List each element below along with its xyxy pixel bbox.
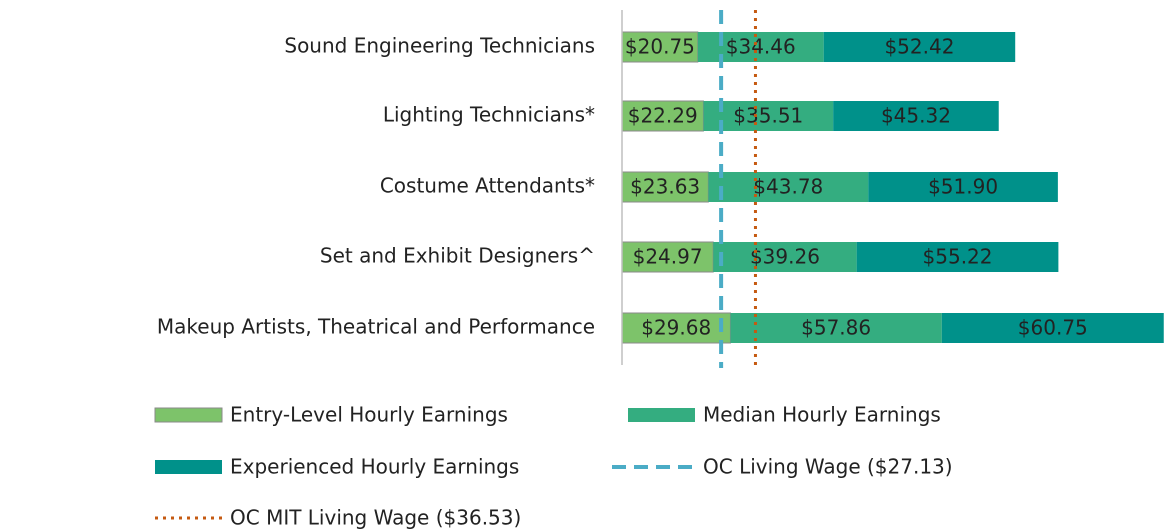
bar-segment xyxy=(621,171,709,203)
category-label: Lighting Technicians* xyxy=(383,103,595,127)
legend-label: Experienced Hourly Earnings xyxy=(230,455,519,479)
category-label: Costume Attendants* xyxy=(380,174,595,198)
value-label: $55.22 xyxy=(923,245,993,269)
value-label: $60.75 xyxy=(1018,316,1088,340)
bar-segment xyxy=(856,242,1059,272)
legend-swatch xyxy=(628,408,695,422)
bar-segment xyxy=(697,32,824,62)
bar-segment xyxy=(833,101,999,131)
value-label: $39.26 xyxy=(750,245,820,269)
value-label: $57.86 xyxy=(801,316,871,340)
value-label: $35.51 xyxy=(733,104,803,128)
legend-label: Entry-Level Hourly Earnings xyxy=(230,403,508,427)
value-label: $23.63 xyxy=(630,175,700,199)
bar-segment xyxy=(868,172,1058,202)
value-label: $45.32 xyxy=(881,104,951,128)
bar-segment xyxy=(703,101,834,131)
value-label: $43.78 xyxy=(753,175,823,199)
value-label: $34.46 xyxy=(726,35,796,59)
bar-segment xyxy=(708,172,869,202)
value-label: $22.29 xyxy=(628,104,698,128)
category-label: Makeup Artists, Theatrical and Performan… xyxy=(157,315,595,339)
bar-segment xyxy=(621,31,699,63)
legend-label: OC Living Wage ($27.13) xyxy=(703,455,953,479)
legend-label: Median Hourly Earnings xyxy=(703,403,941,427)
value-label: $24.97 xyxy=(633,245,703,269)
category-label: Set and Exhibit Designers^ xyxy=(320,244,595,268)
legend-swatch xyxy=(154,407,223,423)
bar-segment xyxy=(621,241,714,273)
category-label: Sound Engineering Technicians xyxy=(284,34,595,58)
legend-swatch xyxy=(155,460,222,474)
bar-segment xyxy=(823,32,1016,62)
bar-segment xyxy=(941,313,1164,343)
value-label: $20.75 xyxy=(625,35,695,59)
bar-segment xyxy=(730,313,942,343)
value-label: $29.68 xyxy=(641,316,711,340)
bar-segment xyxy=(713,242,857,272)
value-label: $52.42 xyxy=(884,35,954,59)
legend-label: OC MIT Living Wage ($36.53) xyxy=(230,506,521,530)
value-label: $51.90 xyxy=(928,175,998,199)
